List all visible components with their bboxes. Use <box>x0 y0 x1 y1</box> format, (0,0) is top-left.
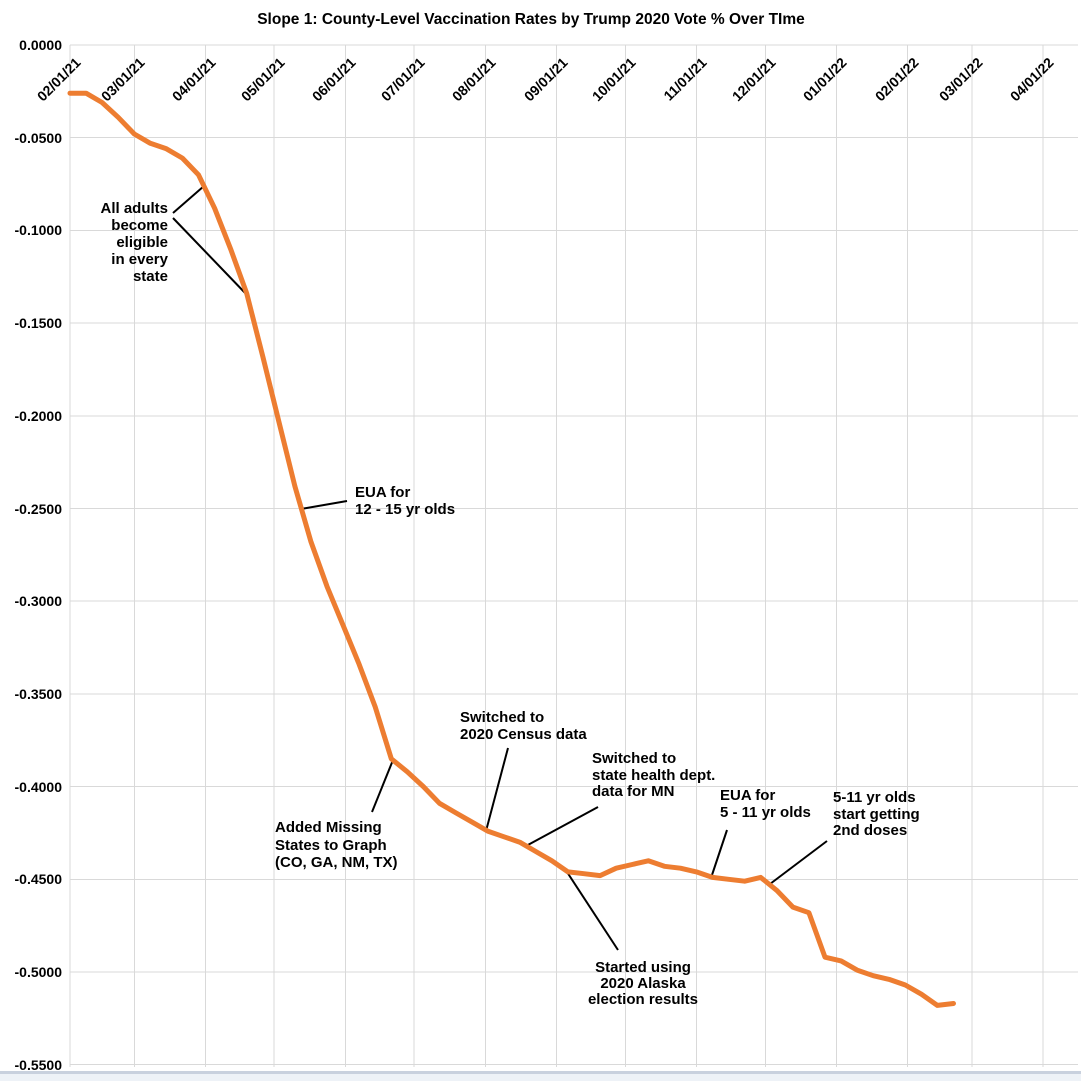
series-line <box>67 90 956 1008</box>
annotation-pointer-line <box>371 759 394 813</box>
annotation-text: 5-11 yr olds start getting 2nd doses <box>833 789 920 839</box>
y-axis-tick-label: -0.0500 <box>14 129 62 146</box>
y-axis-tick-label: -0.2500 <box>14 500 62 517</box>
annotation-text: EUA for 5 - 11 yr olds <box>720 787 811 821</box>
y-axis-tick-label: -0.4000 <box>14 778 62 795</box>
annotation-text: EUA for 12 - 15 yr olds <box>355 484 456 518</box>
annotation-pointer-line <box>710 829 728 879</box>
annotation-text: Added Missing States to Graph (CO, GA, NM,… <box>275 819 398 871</box>
annotation-text: Switched to state health dept. data for MN <box>592 750 716 800</box>
annotation-text: Started using 2020 Alaska election results <box>587 959 699 1008</box>
annotation-pointer-line <box>172 185 205 214</box>
y-axis-tick-label: -0.2000 <box>14 407 62 424</box>
annotation-pointer-line <box>172 217 249 297</box>
y-axis-tick-label: -0.3500 <box>14 685 62 702</box>
annotation-pointer-line <box>525 806 599 847</box>
annotation-text: Switched to 2020 Census data <box>460 709 587 743</box>
y-axis-tick-label: -0.1500 <box>14 315 62 332</box>
y-axis-tick-label: 0.0000 <box>19 37 62 53</box>
annotation-text: All adults become eligible in every state <box>100 200 168 285</box>
annotation-pointer-line <box>566 871 619 951</box>
y-axis-tick-label: -0.4500 <box>14 871 62 888</box>
y-axis-tick-label: -0.1000 <box>14 222 62 239</box>
y-axis-tick-label: -0.3000 <box>14 593 62 610</box>
chart-title: Slope 1: County-Level Vaccination Rates … <box>257 11 805 28</box>
y-axis-tick-label: -0.5000 <box>14 964 62 980</box>
annotation-pointer-line <box>485 747 509 832</box>
y-axis-tick-label: -0.5500 <box>14 1056 62 1073</box>
chart-bottom-edge <box>0 1071 1081 1074</box>
chart-bottom-strip <box>0 1074 1081 1081</box>
annotation-pointer-line <box>300 500 348 510</box>
annotation-pointer-line <box>769 840 828 885</box>
